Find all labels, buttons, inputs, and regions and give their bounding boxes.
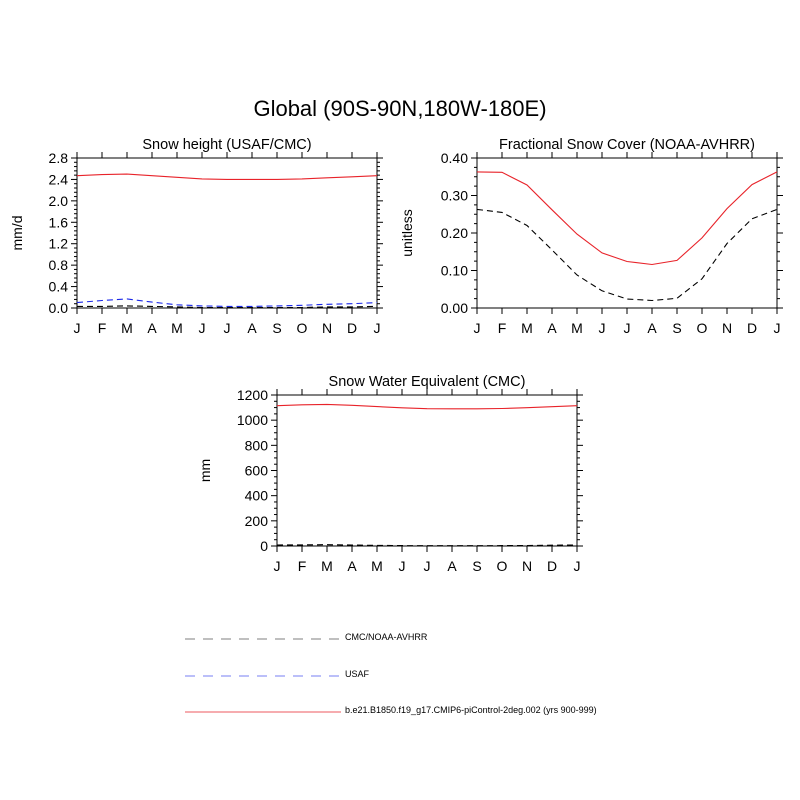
x-tick-label: A [247,320,257,336]
y-tick-label: 800 [245,437,269,453]
y-tick-label: 0.8 [49,257,69,273]
y-tick-label: 1.6 [49,214,69,230]
y-tick-label: 2.8 [49,150,69,166]
y-tick-label: 1.2 [49,236,69,252]
panel-title: Fractional Snow Cover (NOAA-AVHRR) [499,137,755,153]
legend-swatch-dashed-blue [185,675,341,677]
panel-title: Snow height (USAF/CMC) [142,137,311,153]
x-tick-label: S [472,558,481,574]
x-tick-label: O [497,558,508,574]
panel-title: Snow Water Equivalent (CMC) [329,374,526,390]
x-tick-label: D [347,320,357,336]
y-tick-label: 0.10 [441,263,468,279]
x-tick-label: M [371,558,383,574]
y-axis-label: unitless [399,209,415,256]
panel-3 [271,389,583,552]
y-tick-label: 600 [245,463,269,479]
series-line-usaf [76,298,378,307]
y-tick-label: 2.0 [49,193,69,209]
x-tick-label: F [98,320,107,336]
y-tick-label: 400 [245,488,269,504]
x-tick-label: J [574,558,581,574]
x-tick-label: J [474,320,481,336]
x-tick-label: M [121,320,133,336]
y-tick-label: 0.4 [49,279,69,295]
y-tick-label: 0.0 [49,300,69,316]
x-tick-label: O [297,320,308,336]
legend-swatch-solid-red [185,711,341,713]
y-tick-label: 0 [260,538,268,554]
y-axis-label: mm [197,459,213,482]
y-tick-label: 0.40 [441,150,468,166]
x-tick-label: N [322,320,332,336]
y-tick-label: 1000 [237,412,268,428]
y-tick-label: 0.00 [441,300,468,316]
x-tick-label: M [321,558,333,574]
x-tick-label: A [447,558,457,574]
x-tick-label: J [624,320,631,336]
plot-frame [476,157,778,309]
x-tick-label: A [547,320,557,336]
x-tick-label: A [147,320,157,336]
x-tick-label: F [298,558,307,574]
x-tick-label: N [522,558,532,574]
series-line-model [276,403,578,410]
x-tick-label: J [399,558,406,574]
x-tick-label: D [547,558,557,574]
x-tick-label: S [672,320,681,336]
x-tick-label: N [722,320,732,336]
y-tick-label: 2.4 [49,171,69,187]
panel-1 [71,152,383,314]
x-tick-label: D [747,320,757,336]
x-tick-label: A [347,558,357,574]
series-line-cmc-obs [476,208,778,302]
x-tick-label: M [571,320,583,336]
x-tick-label: J [274,558,281,574]
x-tick-label: J [374,320,381,336]
plot-frame [76,157,378,309]
x-tick-label: J [74,320,81,336]
x-tick-label: J [224,320,231,336]
x-tick-label: A [647,320,657,336]
x-tick-label: J [199,320,206,336]
legend-label: USAF [345,669,370,679]
y-tick-label: 1200 [237,387,268,403]
panel-2 [471,152,783,314]
x-tick-label: J [599,320,606,336]
series-line-cmc-obs [77,305,378,309]
x-tick-label: M [171,320,183,336]
figure-title: Global (90S-90N,180W-180E) [253,96,547,121]
x-tick-label: F [498,320,507,336]
series-line-model [76,173,378,180]
y-axis-label: mm/d [9,216,25,251]
x-tick-label: J [774,320,781,336]
legend-label: b.e21.B1850.f19_g17.CMIP6-piControl-2deg… [345,705,597,715]
plot-frame [276,394,578,547]
series-line-cmc-obs [276,544,578,547]
y-tick-label: 0.20 [441,225,468,241]
y-tick-label: 200 [245,513,269,529]
legend-swatch-dashed-gray [185,638,341,640]
legend-label: CMC/NOAA-AVHRR [345,632,428,642]
x-tick-label: M [521,320,533,336]
series-line-model [476,171,778,266]
x-tick-label: J [424,558,431,574]
x-tick-label: O [697,320,708,336]
x-tick-label: S [272,320,281,336]
y-tick-label: 0.30 [441,188,468,204]
